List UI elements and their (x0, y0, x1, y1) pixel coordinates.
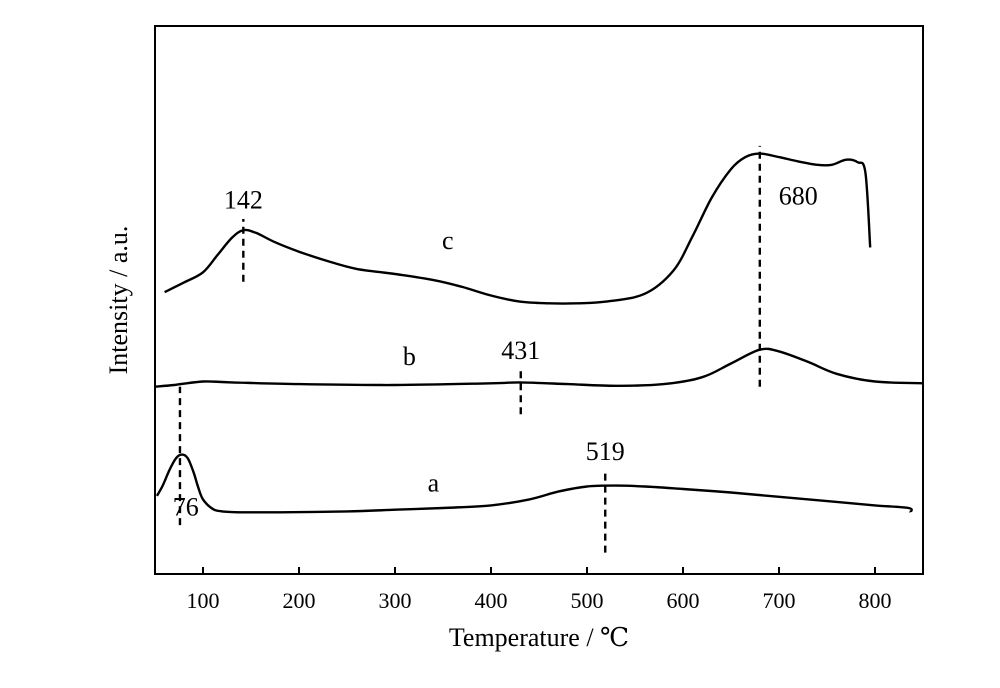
series-layer (154, 152, 924, 514)
x-ticks (202, 567, 876, 574)
y-axis-title: Intensity / a.u. (104, 226, 133, 375)
series-labels: a b c (403, 226, 454, 498)
peak-annotations: 76 519 431 142 680 (173, 145, 818, 553)
series-label-b: b (403, 342, 416, 371)
series-b-line (154, 347, 924, 388)
x-tick-label-800: 800 (859, 588, 892, 613)
peak-label-519: 519 (586, 437, 625, 466)
x-axis-title: Temperature / ℃ (449, 623, 629, 652)
x-tick-label-600: 600 (667, 588, 700, 613)
x-tick-label-200: 200 (283, 588, 316, 613)
x-tick-label-100: 100 (187, 588, 220, 613)
peak-label-142: 142 (224, 186, 263, 215)
peak-label-680: 680 (779, 181, 818, 210)
peak-label-431: 431 (501, 336, 540, 365)
x-tick-label-700: 700 (763, 588, 796, 613)
peak-label-76: 76 (173, 493, 199, 522)
plot-frame (154, 25, 924, 575)
x-tick-labels: 100 200 300 400 500 600 700 800 (187, 588, 892, 613)
series-c-line (164, 152, 872, 305)
series-a-line (155, 453, 913, 514)
series-label-a: a (428, 469, 440, 498)
series-label-c: c (442, 226, 454, 255)
x-tick-label-500: 500 (571, 588, 604, 613)
x-tick-label-300: 300 (379, 588, 412, 613)
x-tick-label-400: 400 (475, 588, 508, 613)
